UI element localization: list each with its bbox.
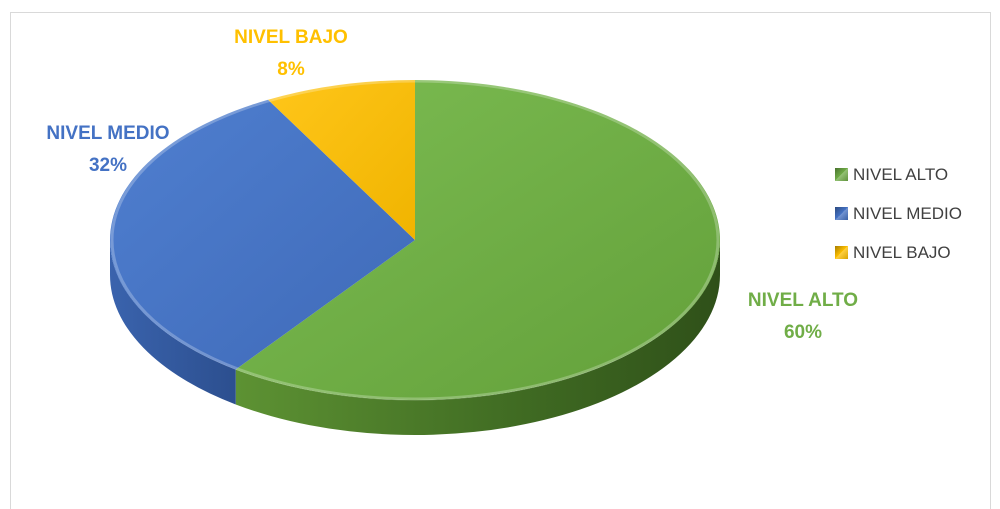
legend-item-bajo: NIVEL BAJO [835,233,995,272]
data-label-bajo-name: NIVEL BAJO [234,27,348,48]
legend-swatch-bajo [835,246,848,259]
pie-slice-alto [235,80,720,400]
pie-slice-bajo [268,80,415,240]
legend-label-medio: NIVEL MEDIO [853,203,962,223]
data-label-bajo-value: 8% [277,59,305,80]
legend-swatch-alto [835,168,848,181]
data-label-alto-name: NIVEL ALTO [748,290,858,311]
legend-item-alto: NIVEL ALTO [835,155,995,194]
data-label-medio-value: 32% [89,155,127,176]
data-label-alto-value: 60% [784,322,822,343]
legend-label-bajo: NIVEL BAJO [853,242,951,262]
legend: NIVEL ALTO NIVEL MEDIO NIVEL BAJO [835,155,995,272]
pie-side-alto [235,240,720,435]
data-label-medio-name: NIVEL MEDIO [46,123,169,144]
pie-slice-medio [109,99,415,370]
pie-side-medio [110,240,236,405]
legend-item-medio: NIVEL MEDIO [835,194,995,233]
legend-label-alto: NIVEL ALTO [853,164,949,184]
pie-rim [110,79,720,401]
legend-swatch-medio [835,207,848,220]
